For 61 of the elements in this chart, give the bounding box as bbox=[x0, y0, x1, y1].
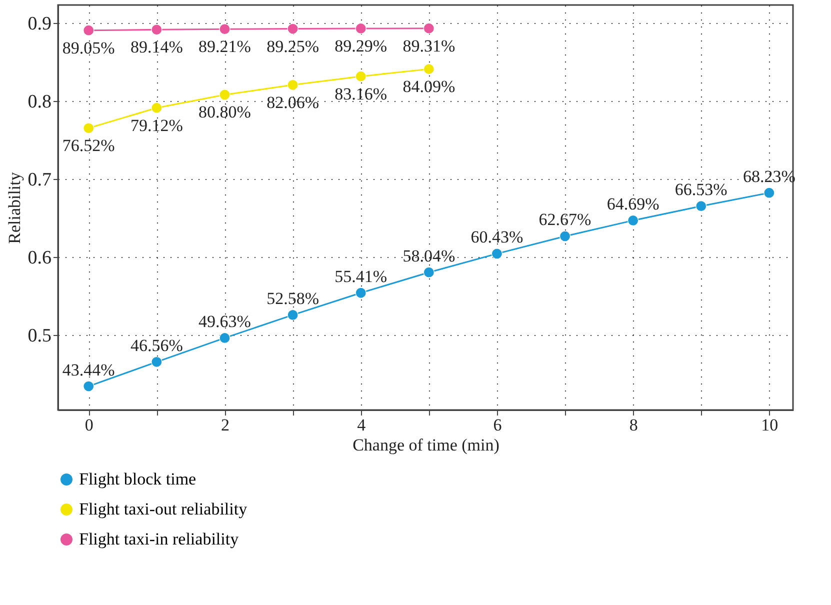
x-tick-label: 0 bbox=[84, 416, 94, 434]
data-label: 62.67% bbox=[538, 210, 592, 230]
x-tick-label: 2 bbox=[220, 416, 230, 434]
data-label: 89.14% bbox=[130, 38, 183, 57]
data-label: 83.16% bbox=[334, 84, 388, 104]
point bbox=[219, 89, 230, 100]
point bbox=[219, 24, 230, 35]
data-label: 89.25% bbox=[266, 36, 320, 56]
data-label: 46.56% bbox=[130, 336, 183, 355]
point bbox=[696, 200, 707, 212]
y-tick-label: 0.5 bbox=[28, 326, 52, 347]
point bbox=[151, 356, 162, 368]
x-tick-label: 10 bbox=[761, 416, 778, 434]
point bbox=[355, 22, 366, 34]
x-tick-label: 6 bbox=[493, 416, 502, 434]
point bbox=[287, 309, 298, 320]
point bbox=[764, 187, 775, 198]
point bbox=[559, 230, 571, 242]
data-label: 89.31% bbox=[402, 36, 456, 56]
legend-label: Flight taxi-out reliability bbox=[79, 500, 248, 518]
y-tick-label: 0.8 bbox=[28, 91, 52, 112]
point bbox=[491, 248, 502, 260]
data-label: 84.09% bbox=[402, 77, 456, 96]
point bbox=[287, 79, 298, 90]
data-label: 66.53% bbox=[674, 180, 728, 200]
data-label: 55.41% bbox=[334, 266, 388, 286]
point bbox=[83, 24, 94, 36]
x-tick-label: 8 bbox=[629, 416, 638, 434]
point bbox=[151, 24, 162, 36]
data-label: 76.52% bbox=[62, 136, 115, 156]
x-tick-label: 4 bbox=[357, 416, 366, 434]
point bbox=[423, 266, 434, 278]
legend-label: Flight block time bbox=[79, 470, 196, 488]
point bbox=[151, 102, 162, 114]
data-label: 82.06% bbox=[266, 92, 320, 112]
point bbox=[423, 64, 434, 75]
data-label: 52.58% bbox=[266, 288, 320, 308]
data-label: 58.04% bbox=[402, 246, 456, 266]
legend-label: Flight taxi-in reliability bbox=[79, 530, 240, 548]
data-label: 89.29% bbox=[334, 36, 388, 56]
data-label: 89.21% bbox=[198, 37, 251, 56]
point bbox=[628, 214, 639, 226]
y-axis-title: Reliability bbox=[4, 172, 24, 244]
data-label: 80.80% bbox=[198, 102, 251, 122]
point bbox=[83, 380, 94, 392]
y-tick-label: 0.6 bbox=[28, 248, 52, 269]
data-label: 60.43% bbox=[470, 228, 524, 247]
data-label: 64.69% bbox=[606, 194, 660, 214]
point bbox=[83, 122, 94, 134]
point bbox=[355, 287, 366, 298]
data-label: 79.12% bbox=[130, 116, 183, 135]
data-label: 89.05% bbox=[62, 38, 115, 58]
data-label: 49.63% bbox=[198, 312, 251, 331]
y-tick-label: 0.7 bbox=[28, 170, 52, 191]
point bbox=[287, 23, 298, 34]
point bbox=[355, 70, 366, 82]
x-axis-title: Change of time (min) bbox=[352, 436, 500, 454]
point bbox=[219, 332, 230, 344]
data-label: 43.44% bbox=[62, 360, 115, 380]
point bbox=[423, 22, 434, 34]
y-tick-label: 0.9 bbox=[28, 13, 52, 34]
